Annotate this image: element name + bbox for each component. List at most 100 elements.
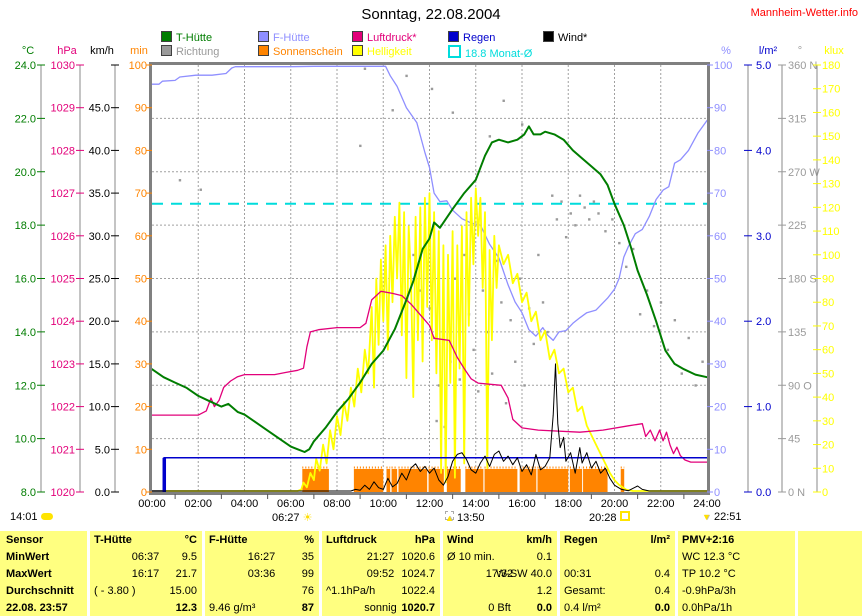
direction-dot <box>453 277 457 280</box>
direction-dot <box>363 67 367 70</box>
direction-dot <box>597 212 600 215</box>
table-cell-text: 06:37 <box>131 551 160 563</box>
table-cell-value: W-SW 40.0 <box>495 568 552 580</box>
table-cell-text: 0.0hPa/1h <box>682 602 733 614</box>
sunshine-bar <box>465 468 484 492</box>
table-cell-text: 16:27 <box>247 551 276 563</box>
moonset-label: 22:51 <box>713 511 742 523</box>
brightness-line <box>151 187 708 492</box>
direction-dot <box>687 336 690 340</box>
axis-tick-label: 50 <box>822 368 834 380</box>
axis-tick-label: 90 O <box>788 380 812 392</box>
axis-tick-label: 315 <box>788 113 806 125</box>
table-separator <box>675 531 678 616</box>
table-cell-text: Ø 10 min. <box>447 551 495 563</box>
sunshine-bar <box>302 468 329 492</box>
axis-tick-label: 90 <box>714 103 726 115</box>
axis-tick-label: 8.0 <box>21 487 36 499</box>
axis-tick-label: 20 <box>135 402 147 414</box>
sunshine-bar <box>620 468 625 492</box>
time-label: 10:00 <box>369 498 397 510</box>
axis-tick-label: 40 <box>822 392 834 404</box>
axis-tick-label: 80 <box>714 145 726 157</box>
table-col-header: Wind <box>447 534 474 546</box>
table-cell-value: 21.7 <box>175 568 197 580</box>
table-cell-value: 1.2 <box>536 585 552 597</box>
axis-tick-label: 90 <box>822 274 834 286</box>
table-cell-value: 0.0 <box>536 602 552 614</box>
page-title: Sonntag, 22.08.2004 <box>361 6 501 23</box>
time-label: 22:00 <box>647 498 675 510</box>
axis-tick-label: 40 <box>714 316 726 328</box>
table-col-header: Luftdruck <box>326 534 377 546</box>
axis-tick-label: 25.0 <box>89 274 110 286</box>
direction-dot <box>569 212 572 215</box>
direction-dot <box>430 87 434 91</box>
sunshine-bar <box>446 468 461 492</box>
axis-tick-label: 180 S <box>788 274 817 286</box>
axis-tick-label: 18.0 <box>15 220 36 232</box>
direction-dot <box>437 384 441 387</box>
direction-dot <box>583 206 586 209</box>
direction-dot <box>564 235 568 239</box>
direction-dot <box>694 384 697 387</box>
moon-time-label: 14:01 <box>10 511 38 523</box>
legend-item-helligkeit: Helligkeit <box>352 45 412 58</box>
time-label: 18:00 <box>554 498 582 510</box>
direction-dot <box>537 253 540 257</box>
axis-tick-label: 1023 <box>51 359 75 371</box>
sunshine-bar <box>391 468 398 492</box>
table-col-header: T-Hütte <box>94 534 132 546</box>
axis-tick-label: 100 <box>714 60 732 72</box>
table-cell-value: 0.0 <box>654 602 670 614</box>
axis-tick-label: 20.0 <box>89 316 110 328</box>
table-col-header: PMV+2:16 <box>682 534 735 546</box>
direction-dot <box>578 194 582 197</box>
weather-chart: 8.010.012.014.016.018.020.022.024.0°C102… <box>15 45 845 510</box>
axis-tick-label: 180 <box>822 60 840 72</box>
direction-dot <box>541 301 545 304</box>
table-row-label: 22.08. 23:57 <box>6 602 68 614</box>
temperature-line <box>151 125 708 453</box>
direction-dot <box>359 144 362 148</box>
direction-dot <box>514 360 517 363</box>
table-cell-value: 1022.4 <box>401 585 435 597</box>
time-label: 00:00 <box>138 498 166 510</box>
sunrise-marker: 06:27 ☀ <box>272 511 312 524</box>
direction-dot <box>604 230 607 233</box>
axis-tick-label: 130 <box>822 179 840 191</box>
axis-tick-label: 1025 <box>51 274 75 286</box>
direction-dot <box>659 301 663 304</box>
table-cell-text: 00:31 <box>564 568 592 580</box>
site-link[interactable]: Mannheim-Wetter.info <box>750 7 858 19</box>
direction-dot <box>632 247 635 251</box>
axis-tick-label: 1022 <box>51 402 75 414</box>
table-cell-text: sonnig <box>364 602 397 614</box>
axis-tick-label: 40 <box>135 316 147 328</box>
table-cell-value: 1024.7 <box>401 568 435 580</box>
axis-tick-label: 70 <box>822 321 834 333</box>
time-label: 20:00 <box>601 498 629 510</box>
time-label: 16:00 <box>508 498 536 510</box>
time-label: 24:00 <box>693 498 721 510</box>
axis-tick-label: 1030 <box>51 60 75 72</box>
table-col-unit: hPa <box>414 534 435 546</box>
direction-dot <box>490 372 494 375</box>
table-cell-value: 35 <box>301 551 314 563</box>
pressure-line <box>151 290 708 463</box>
legend-label: F-Hütte <box>273 32 310 44</box>
table-separator <box>440 531 443 616</box>
axis-tick-label: 225 <box>788 220 806 232</box>
direction-dot <box>551 194 554 197</box>
axis-tick-label: 30 <box>822 416 834 428</box>
axis-tick-label: 10.0 <box>15 434 36 446</box>
axis-tick-label: 60 <box>714 231 726 243</box>
direction-dot <box>645 289 649 292</box>
table-cell-text: 17:32 <box>485 568 514 580</box>
sunset-icon <box>619 511 630 521</box>
direction-dot <box>500 301 503 304</box>
legend-label: Richtung <box>176 46 220 58</box>
direction-dot <box>458 378 461 381</box>
sunshine-bar <box>353 468 384 492</box>
